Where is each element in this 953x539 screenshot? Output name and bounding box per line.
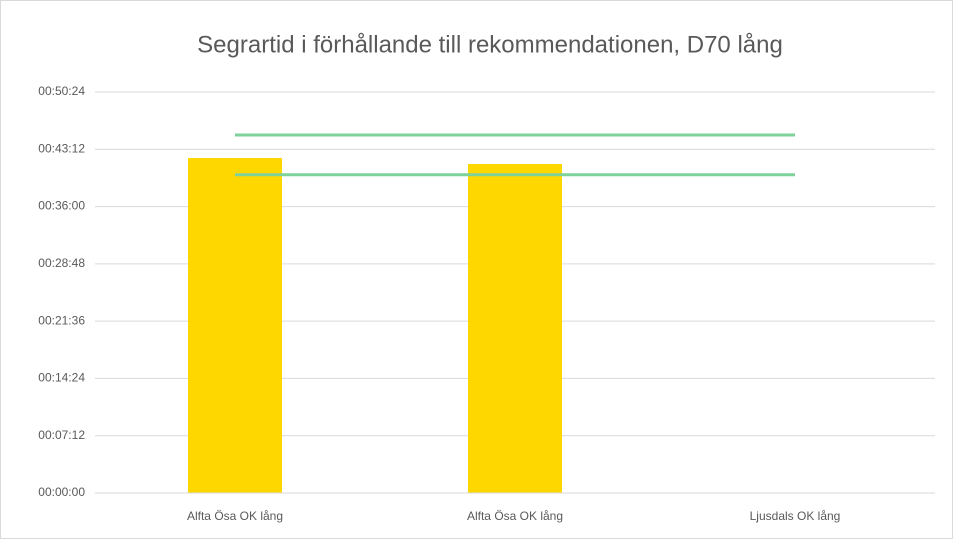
y-tick-label: 00:36:00 bbox=[38, 199, 85, 213]
x-tick-label: Alfta Ösa OK lång bbox=[467, 509, 563, 523]
y-tick-label: 00:43:12 bbox=[38, 141, 85, 155]
x-tick-label: Alfta Ösa OK lång bbox=[187, 509, 283, 523]
y-tick-label: 00:00:00 bbox=[38, 485, 85, 499]
chart-title: Segrartid i förhållande till rekommendat… bbox=[197, 31, 783, 58]
y-tick-label: 00:28:48 bbox=[38, 256, 85, 270]
y-tick-label: 00:21:36 bbox=[38, 313, 85, 327]
x-tick-label: Ljusdals OK lång bbox=[750, 509, 841, 523]
bar bbox=[468, 164, 562, 494]
y-tick-label: 00:50:24 bbox=[38, 84, 85, 98]
y-tick-label: 00:07:12 bbox=[38, 428, 85, 442]
y-tick-label: 00:14:24 bbox=[38, 371, 85, 385]
bar bbox=[188, 158, 282, 493]
